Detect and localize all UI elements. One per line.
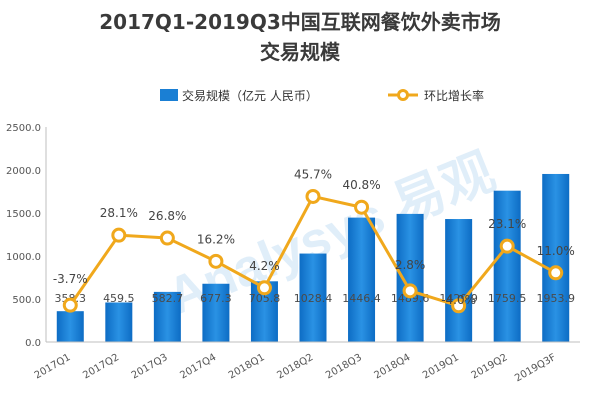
legend-label-line: 环比增长率 (424, 88, 484, 103)
x-tick-label: 2018Q3 (324, 352, 364, 381)
line-point (451, 298, 467, 314)
x-tick-label: 2019Q2 (470, 352, 510, 381)
bar-value-labels: 358.3459.5582.7677.3705.81028.41446.4148… (55, 292, 575, 305)
x-tick-label: 2018Q1 (227, 352, 267, 381)
line-value-label: 40.8% (342, 178, 380, 192)
line-value-label: 28.1% (100, 206, 138, 220)
line-value-label: -3.7% (53, 272, 88, 286)
y-tick-label: 0.0 (25, 338, 41, 349)
chart-title: 2017Q1-2019Q3中国互联网餐饮外卖市场 (99, 10, 501, 34)
legend-label-bar: 交易规模（亿元 人民币） (182, 88, 318, 103)
chart-subtitle: 交易规模 (260, 40, 340, 64)
legend-swatch-marker (397, 89, 409, 101)
line-point (499, 238, 515, 254)
bar (105, 302, 133, 342)
bar (445, 219, 473, 342)
line-point (402, 283, 418, 299)
x-axis: 2017Q1 2017Q2 2017Q3 2017Q4 2018Q1 2018Q2 2018… (33, 341, 580, 384)
x-tick-label: 2019Q3F (513, 352, 558, 384)
line-point (62, 297, 78, 313)
line-value-label: 45.7% (294, 167, 332, 181)
y-axis: 0.0 500.0 1000.0 1500.0 2000.0 2500.0 (6, 123, 47, 349)
y-tick-label: 2500.0 (6, 123, 41, 134)
y-tick-label: 2000.0 (6, 166, 41, 177)
x-tick-label: 2017Q1 (33, 352, 73, 381)
bar (202, 283, 230, 342)
bar-value-label: 459.5 (103, 292, 135, 305)
x-tick-label: 2019Q1 (421, 352, 461, 381)
y-tick-label: 1000.0 (6, 252, 41, 263)
bar (299, 253, 327, 342)
bar-value-label: 582.7 (152, 292, 184, 305)
line-value-label: 16.2% (197, 232, 235, 246)
bar-value-label: 1953.9 (536, 292, 575, 305)
line-value-label: 26.8% (148, 209, 186, 223)
bar-value-label: 1028.4 (294, 292, 333, 305)
bar (396, 213, 424, 342)
y-tick-label: 500.0 (12, 295, 41, 306)
line-value-label: 23.1% (488, 217, 526, 231)
line-value-label: 2.8% (395, 258, 426, 272)
bar (348, 217, 376, 342)
bar-series (56, 173, 570, 342)
bar-value-label: 1759.5 (488, 292, 527, 305)
y-tick-label: 1500.0 (6, 209, 41, 220)
legend: 交易规模（亿元 人民币） 环比增长率 (160, 88, 484, 103)
line-point (111, 227, 127, 243)
line-point (548, 265, 564, 281)
x-tick-label: 2017Q2 (81, 352, 121, 381)
legend-swatch-bar (160, 89, 178, 101)
line-point (354, 199, 370, 215)
line-value-label: 4.2% (249, 259, 280, 273)
bar (542, 173, 570, 342)
line-point (208, 253, 224, 269)
x-tick-label: 2018Q4 (373, 352, 413, 381)
bar-value-label: 1446.4 (342, 292, 381, 305)
line-series (62, 188, 564, 314)
x-tick-label: 2017Q3 (130, 352, 170, 381)
bar-value-label: 705.8 (249, 292, 281, 305)
line-value-label: -4.0% (441, 293, 476, 307)
line-value-labels: -3.7% 28.1% 26.8% 16.2% 4.2% 45.7% 40.8% 2.8% -4… (53, 167, 575, 306)
bar (493, 190, 521, 342)
line-point (159, 230, 175, 246)
line-point (256, 280, 272, 296)
x-tick-label: 2017Q4 (178, 352, 218, 381)
line-value-label: 11.0% (537, 244, 575, 258)
bar (56, 311, 84, 342)
x-tick-label: 2018Q2 (275, 352, 315, 381)
line-point (305, 188, 321, 204)
bar-value-label: 677.3 (200, 292, 232, 305)
bar (153, 291, 181, 342)
